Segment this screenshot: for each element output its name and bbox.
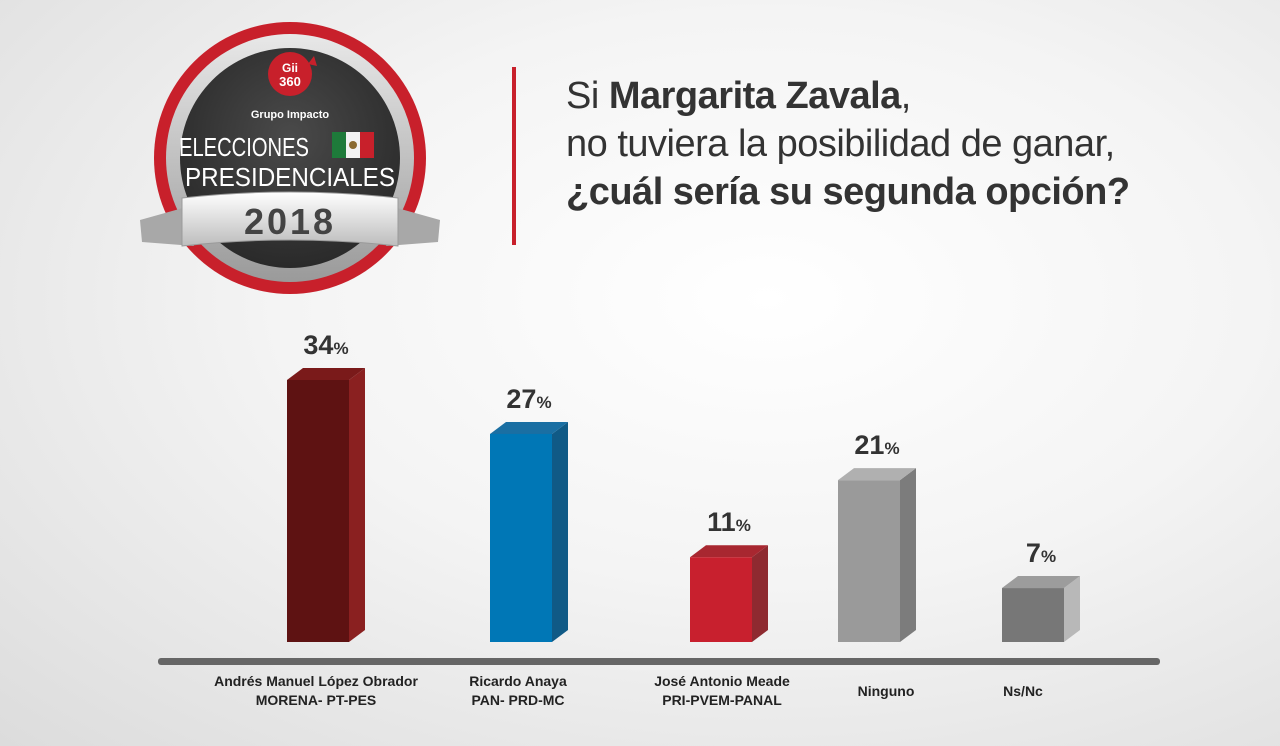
bar-top-1: [490, 421, 568, 434]
category-label-2-1: PRI-PVEM-PANAL: [662, 692, 782, 708]
badge-line2: PRESIDENCIALES: [185, 162, 395, 192]
category-label-1-0: Ricardo Anaya: [469, 673, 567, 689]
title-pre: Si: [566, 75, 609, 117]
title-line2: no tuviera la posibilidad de ganar,: [566, 123, 1115, 165]
category-label-2-0: José Antonio Meade: [654, 673, 790, 689]
title-comma: ,: [900, 75, 912, 117]
mexico-flag-icon: [332, 132, 374, 158]
title-name: Margarita Zavala: [608, 75, 901, 117]
value-label-2: 11%: [707, 507, 751, 537]
elecciones-badge: Gii 360 Grupo Impacto ELECCIONES PRESIDE…: [140, 22, 440, 294]
bar-side-0: [349, 368, 365, 642]
logo-text-2: 360: [279, 74, 301, 89]
value-label-0: 34%: [303, 330, 348, 360]
bar-1: [490, 433, 552, 642]
title-line3: ¿cuál sería su segunda opción?: [566, 171, 1130, 213]
title-divider: [512, 67, 516, 245]
value-label-4: 7%: [1026, 538, 1056, 568]
bar-top-2: [690, 545, 768, 558]
badge-year: 2018: [244, 201, 336, 242]
bar-2: [690, 557, 752, 642]
logo-text-1: Gii: [282, 61, 298, 75]
badge-line1: ELECCIONES: [179, 132, 309, 162]
bar-side-4: [1064, 576, 1080, 642]
category-label-0-0: Andrés Manuel López Obrador: [214, 673, 418, 689]
bar-side-3: [900, 468, 916, 642]
x-axis-line: [158, 658, 1160, 665]
bar-top-0: [287, 368, 365, 380]
value-label-3: 21%: [854, 430, 899, 460]
gii360-logo-icon: Gii 360: [268, 52, 317, 96]
category-label-1-1: PAN- PRD-MC: [471, 692, 564, 708]
category-label-0-1: MORENA- PT-PES: [256, 692, 377, 708]
bar-top-3: [838, 468, 916, 481]
chart-title: Si Margarita Zavala, no tuviera la posib…: [566, 72, 1246, 216]
category-label-3-0: Ninguno: [858, 683, 915, 699]
bar-0: [287, 380, 349, 642]
bar-side-1: [552, 421, 568, 642]
bar-top-4: [1002, 576, 1080, 589]
brand-name: Grupo Impacto: [251, 109, 330, 121]
bar-3: [838, 480, 900, 642]
category-label-4-0: Ns/Nc: [1003, 683, 1043, 699]
value-label-1: 27%: [506, 384, 551, 414]
bar-side-2: [752, 545, 768, 642]
bar-4: [1002, 588, 1064, 642]
